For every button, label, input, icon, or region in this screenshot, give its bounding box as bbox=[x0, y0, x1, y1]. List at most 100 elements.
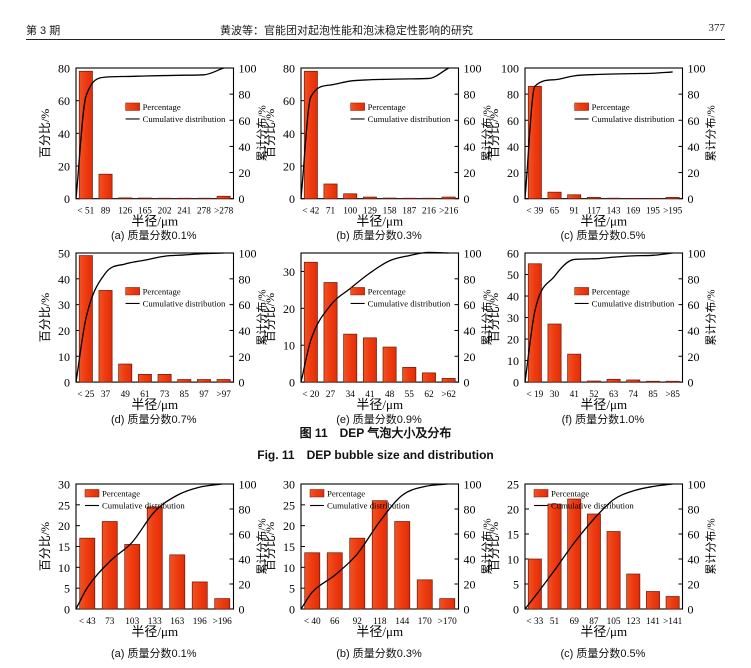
svg-text:百分比/%: 百分比/% bbox=[263, 108, 277, 157]
svg-text:15: 15 bbox=[507, 527, 519, 541]
svg-text:30: 30 bbox=[58, 477, 70, 491]
svg-text:20: 20 bbox=[687, 577, 699, 591]
svg-text:累计分布/%: 累计分布/% bbox=[704, 518, 717, 574]
svg-text:>216: >216 bbox=[439, 206, 459, 216]
svg-text:5: 5 bbox=[64, 582, 70, 596]
svg-text:20: 20 bbox=[687, 350, 699, 364]
svg-text:60: 60 bbox=[283, 94, 295, 108]
svg-text:< 25: < 25 bbox=[77, 390, 94, 400]
svg-text:40: 40 bbox=[507, 140, 519, 154]
svg-text:< 43: < 43 bbox=[78, 617, 95, 627]
svg-text:20: 20 bbox=[58, 519, 70, 533]
svg-text:170: 170 bbox=[418, 617, 432, 627]
svg-text:>278: >278 bbox=[214, 206, 234, 216]
svg-text:< 19: < 19 bbox=[526, 390, 543, 400]
svg-text:Cumulative distribution: Cumulative distribution bbox=[591, 299, 674, 309]
svg-text:Percentage: Percentage bbox=[367, 287, 405, 297]
svg-text:216: 216 bbox=[422, 206, 436, 216]
svg-text:241: 241 bbox=[177, 206, 191, 216]
svg-text:5: 5 bbox=[289, 582, 295, 596]
svg-text:0: 0 bbox=[463, 376, 469, 390]
svg-text:60: 60 bbox=[238, 299, 250, 313]
svg-text:5: 5 bbox=[513, 577, 519, 591]
svg-text:74: 74 bbox=[628, 390, 638, 400]
svg-text:60: 60 bbox=[463, 527, 475, 541]
svg-text:55: 55 bbox=[404, 390, 414, 400]
svg-text:80: 80 bbox=[463, 87, 475, 101]
svg-text:34: 34 bbox=[345, 390, 355, 400]
svg-text:20: 20 bbox=[687, 166, 699, 180]
svg-text:187: 187 bbox=[402, 206, 416, 216]
svg-text:40: 40 bbox=[463, 140, 475, 154]
svg-text:80: 80 bbox=[238, 502, 250, 516]
svg-text:百分比/%: 百分比/% bbox=[263, 522, 277, 571]
svg-text:百分比/%: 百分比/% bbox=[487, 293, 501, 342]
svg-text:20: 20 bbox=[507, 166, 519, 180]
svg-text:30: 30 bbox=[283, 265, 295, 279]
svg-text:100: 100 bbox=[687, 247, 705, 261]
svg-text:40: 40 bbox=[238, 552, 250, 566]
svg-text:20: 20 bbox=[507, 502, 519, 516]
svg-text:123: 123 bbox=[626, 617, 640, 627]
svg-text:Percentage: Percentage bbox=[142, 102, 180, 112]
svg-text:100: 100 bbox=[687, 477, 705, 491]
svg-text:49: 49 bbox=[120, 390, 130, 400]
svg-text:< 39: < 39 bbox=[526, 206, 543, 216]
svg-text:< 33: < 33 bbox=[526, 617, 543, 627]
svg-text:百分比/%: 百分比/% bbox=[487, 522, 501, 571]
svg-text:80: 80 bbox=[507, 87, 519, 101]
svg-text:20: 20 bbox=[463, 350, 475, 364]
svg-text:0: 0 bbox=[687, 192, 693, 206]
svg-text:80: 80 bbox=[58, 61, 70, 75]
svg-text:< 20: < 20 bbox=[302, 390, 319, 400]
svg-text:20: 20 bbox=[238, 166, 250, 180]
svg-text:100: 100 bbox=[343, 206, 357, 216]
svg-text:15: 15 bbox=[283, 540, 295, 554]
svg-text:20: 20 bbox=[283, 519, 295, 533]
svg-text:27: 27 bbox=[326, 390, 336, 400]
svg-text:85: 85 bbox=[648, 390, 658, 400]
svg-text:169: 169 bbox=[626, 206, 640, 216]
svg-text:80: 80 bbox=[687, 502, 699, 516]
svg-text:30: 30 bbox=[283, 477, 295, 491]
svg-text:>97: >97 bbox=[216, 390, 231, 400]
svg-text:20: 20 bbox=[283, 159, 295, 173]
svg-text:0: 0 bbox=[687, 376, 693, 390]
svg-text:60: 60 bbox=[507, 113, 519, 127]
svg-text:65: 65 bbox=[550, 206, 560, 216]
svg-text:0: 0 bbox=[289, 192, 295, 206]
svg-text:0: 0 bbox=[513, 376, 519, 390]
svg-text:>196: >196 bbox=[212, 617, 232, 627]
svg-text:Cumulative distribution: Cumulative distribution bbox=[367, 113, 450, 123]
svg-text:60: 60 bbox=[463, 299, 475, 313]
svg-text:25: 25 bbox=[58, 498, 70, 512]
svg-text:0: 0 bbox=[289, 602, 295, 616]
svg-text:30: 30 bbox=[507, 311, 519, 325]
svg-text:0: 0 bbox=[687, 602, 693, 616]
svg-text:60: 60 bbox=[507, 247, 519, 261]
svg-text:10: 10 bbox=[283, 339, 295, 353]
svg-text:40: 40 bbox=[687, 140, 699, 154]
svg-text:>195: >195 bbox=[663, 206, 683, 216]
svg-text:0: 0 bbox=[463, 602, 469, 616]
svg-text:141: 141 bbox=[646, 617, 660, 627]
svg-text:278: 278 bbox=[197, 206, 211, 216]
svg-text:0: 0 bbox=[238, 602, 244, 616]
svg-text:80: 80 bbox=[283, 61, 295, 75]
svg-text:69: 69 bbox=[569, 617, 579, 627]
svg-text:97: 97 bbox=[199, 390, 209, 400]
svg-text:85: 85 bbox=[179, 390, 189, 400]
svg-text:百分比/%: 百分比/% bbox=[38, 522, 52, 571]
svg-text:91: 91 bbox=[569, 206, 579, 216]
svg-text:0: 0 bbox=[64, 376, 70, 390]
svg-text:百分比/%: 百分比/% bbox=[38, 293, 52, 342]
svg-text:40: 40 bbox=[463, 552, 475, 566]
svg-text:25: 25 bbox=[507, 477, 519, 491]
svg-text:>85: >85 bbox=[665, 390, 680, 400]
svg-text:41: 41 bbox=[569, 390, 579, 400]
svg-text:百分比/%: 百分比/% bbox=[263, 293, 277, 342]
svg-text:30: 30 bbox=[58, 299, 70, 313]
svg-text:>170: >170 bbox=[437, 617, 457, 627]
svg-text:62: 62 bbox=[424, 390, 434, 400]
svg-text:20: 20 bbox=[238, 577, 250, 591]
